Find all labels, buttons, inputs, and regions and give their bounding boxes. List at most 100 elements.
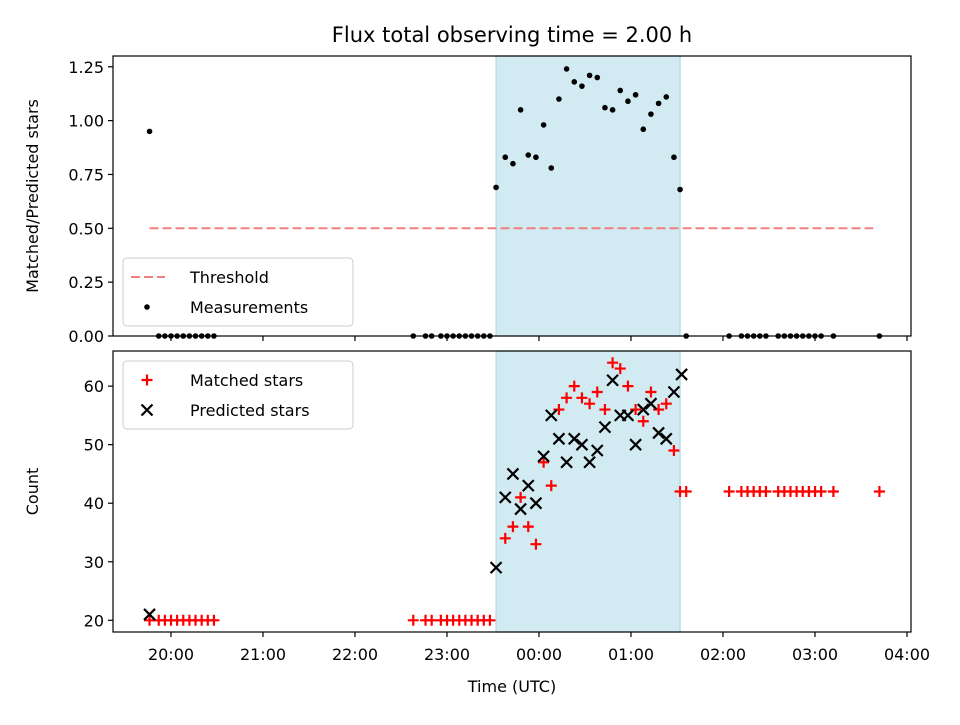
measurement-point bbox=[677, 186, 683, 193]
predicted-star-point bbox=[143, 608, 156, 621]
predicted-star-point bbox=[521, 479, 535, 492]
measurement-point bbox=[510, 160, 516, 167]
y-axis-label: Count bbox=[23, 468, 42, 516]
predicted-star-point bbox=[560, 455, 573, 469]
predicted-star-point bbox=[529, 496, 543, 510]
predicted-star-point bbox=[644, 397, 658, 410]
measurement-point bbox=[609, 107, 616, 113]
matched-star-point bbox=[545, 480, 557, 492]
matched-star-point bbox=[760, 486, 772, 497]
matched-star-point bbox=[653, 404, 665, 416]
predicted-star-point bbox=[636, 403, 650, 416]
predicted-star-point bbox=[575, 438, 589, 451]
predicted-star-point bbox=[489, 561, 503, 574]
predicted-star-point bbox=[583, 455, 596, 469]
legend: Threshold Measurements bbox=[122, 257, 354, 327]
matched-star-point bbox=[499, 532, 511, 544]
predicted-star-point bbox=[621, 409, 635, 422]
matched-star-point bbox=[591, 386, 603, 398]
predicted-star-point bbox=[552, 432, 566, 446]
predicted-star-point bbox=[537, 450, 550, 463]
matched-star-point bbox=[426, 614, 438, 626]
matched-star-point bbox=[607, 357, 619, 369]
matched-star-point bbox=[507, 521, 519, 533]
matched-star-point bbox=[515, 491, 527, 503]
y-tick-label: 60 bbox=[84, 377, 104, 396]
y-tick-label: 1.00 bbox=[68, 112, 104, 131]
predicted-star-point bbox=[590, 444, 604, 457]
y-tick-label: 0.00 bbox=[68, 327, 104, 346]
matched-star-point bbox=[208, 614, 220, 626]
measurement-point bbox=[525, 152, 532, 158]
legend-matched-swatch bbox=[141, 374, 153, 386]
observing-window-shade bbox=[495, 55, 681, 337]
measurement-point bbox=[617, 87, 624, 94]
measurement-point bbox=[602, 104, 608, 111]
matched-star-point bbox=[668, 445, 680, 457]
legend-predicted-swatch bbox=[140, 403, 154, 417]
legend-box bbox=[122, 360, 354, 430]
predicted-star-point bbox=[629, 438, 642, 451]
legend-measurements-swatch bbox=[144, 304, 150, 310]
predicted-star-point bbox=[498, 491, 512, 504]
y-tick-label: 0.25 bbox=[68, 273, 104, 292]
y-tick-label: 20 bbox=[84, 611, 104, 630]
measurement-point bbox=[548, 165, 555, 171]
series-matched-stars bbox=[144, 357, 885, 626]
matched-star-point bbox=[660, 398, 672, 410]
x-tick-label: 02:00 bbox=[700, 645, 746, 664]
matched-star-point bbox=[484, 614, 496, 626]
x-tick-label: 20:00 bbox=[148, 645, 194, 664]
matched-star-point bbox=[873, 486, 885, 497]
matched-star-point bbox=[622, 380, 634, 392]
matched-star-point bbox=[407, 614, 419, 626]
matched-star-point bbox=[576, 392, 588, 404]
y-tick-label: 30 bbox=[84, 553, 104, 572]
matched-star-point bbox=[645, 386, 657, 398]
measurement-point bbox=[625, 98, 631, 105]
measurement-point bbox=[540, 122, 547, 128]
legend-label: Predicted stars bbox=[190, 401, 310, 420]
measurement-point bbox=[502, 154, 509, 161]
panel-1: 0.00 0.25 0.50 0.75 1.00 1.25 Matched/Predicte… bbox=[23, 55, 912, 346]
x-tick-label: 03:00 bbox=[792, 645, 838, 664]
matched-star-point bbox=[561, 392, 573, 404]
predicted-star-point bbox=[598, 420, 612, 434]
predicted-star-point bbox=[675, 368, 688, 381]
matched-star-point bbox=[614, 363, 626, 375]
measurement-point bbox=[594, 74, 601, 81]
matched-star-point bbox=[630, 404, 642, 416]
y-axis-label: Matched/Predicted stars bbox=[23, 99, 42, 293]
predicted-star-point bbox=[506, 467, 520, 481]
measurement-point bbox=[640, 126, 647, 133]
matched-star-point bbox=[827, 486, 839, 497]
x-tick-label: 21:00 bbox=[240, 645, 286, 664]
measurement-point bbox=[556, 96, 562, 102]
observing-window-shade bbox=[495, 350, 681, 633]
matched-star-point bbox=[815, 486, 827, 497]
predicted-star-point bbox=[544, 409, 558, 422]
measurement-point bbox=[663, 94, 670, 100]
measurement-point bbox=[586, 72, 593, 79]
x-tick-label: 00:00 bbox=[516, 645, 562, 664]
measurement-point bbox=[533, 154, 539, 161]
measurement-point bbox=[579, 83, 585, 89]
y-tick-label: 40 bbox=[84, 494, 104, 513]
plot-frame bbox=[112, 55, 912, 337]
measurement-point bbox=[632, 91, 639, 98]
series-predicted-stars bbox=[143, 368, 688, 621]
matched-star-point bbox=[522, 521, 534, 533]
measurement-point bbox=[671, 154, 677, 161]
matched-star-point bbox=[538, 456, 550, 468]
plot-frame bbox=[112, 350, 912, 633]
predicted-star-point bbox=[606, 373, 619, 387]
predicted-star-point bbox=[514, 502, 527, 516]
x-tick-label: 04:00 bbox=[884, 645, 930, 664]
measurement-point bbox=[648, 111, 654, 117]
predicted-star-point bbox=[659, 432, 673, 446]
legend: Matched stars Predicted stars bbox=[122, 360, 354, 430]
predicted-star-point bbox=[667, 385, 681, 399]
matched-star-point bbox=[680, 486, 692, 497]
